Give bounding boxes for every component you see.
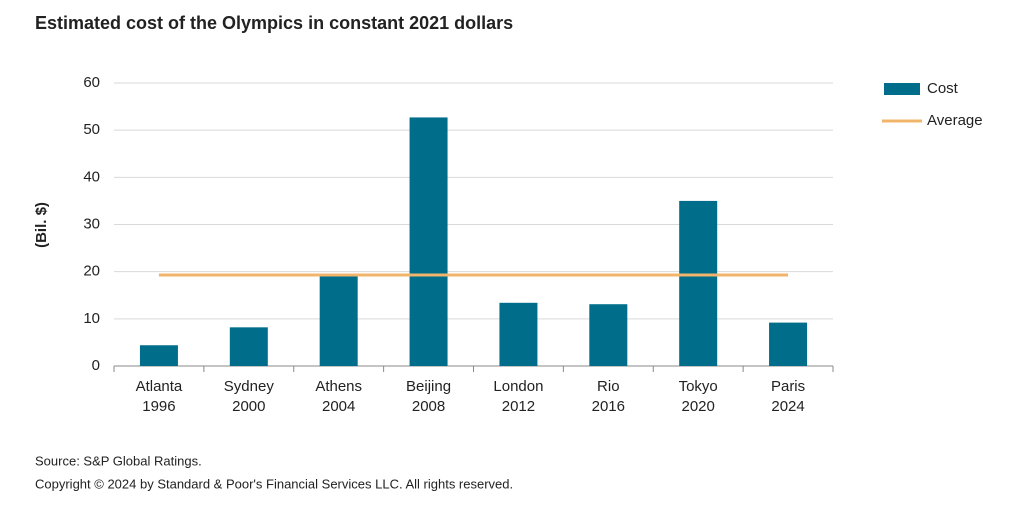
bar (319, 276, 358, 366)
y-tick-label: 0 (92, 357, 100, 374)
x-tick-label: Paris 2024 (771, 378, 805, 415)
y-tick-label: 30 (83, 215, 100, 232)
x-tick-label: Beijing 2008 (406, 378, 451, 415)
chart-title: Estimated cost of the Olympics in consta… (35, 13, 513, 33)
bar (229, 327, 268, 366)
bar (589, 304, 628, 366)
bar (769, 322, 808, 366)
copyright-note: Copyright © 2024 by Standard & Poor's Fi… (35, 476, 513, 491)
bar (139, 345, 178, 366)
legend-swatch (884, 83, 920, 95)
legend-label: Cost (927, 80, 959, 97)
legend-label: Average (927, 112, 983, 129)
y-axis-label: (Bil. $) (33, 202, 50, 248)
y-tick-label: 40 (83, 168, 100, 185)
bar (409, 117, 448, 366)
y-tick-label: 10 (83, 310, 100, 327)
bar (679, 200, 718, 366)
y-tick-label: 20 (83, 263, 100, 280)
y-tick-label: 60 (83, 74, 100, 91)
x-tick-label: Atlanta 1996 (136, 378, 183, 415)
source-note: Source: S&P Global Ratings. (35, 453, 202, 468)
x-tick-label: Tokyo 2020 (679, 378, 718, 415)
y-tick-label: 50 (83, 121, 100, 138)
x-tick-label: Athens 2004 (315, 378, 362, 415)
bar (499, 302, 538, 366)
x-tick-label: Sydney 2000 (224, 378, 275, 415)
x-tick-label: London 2012 (493, 378, 543, 415)
x-tick-label: Rio 2016 (592, 378, 625, 415)
